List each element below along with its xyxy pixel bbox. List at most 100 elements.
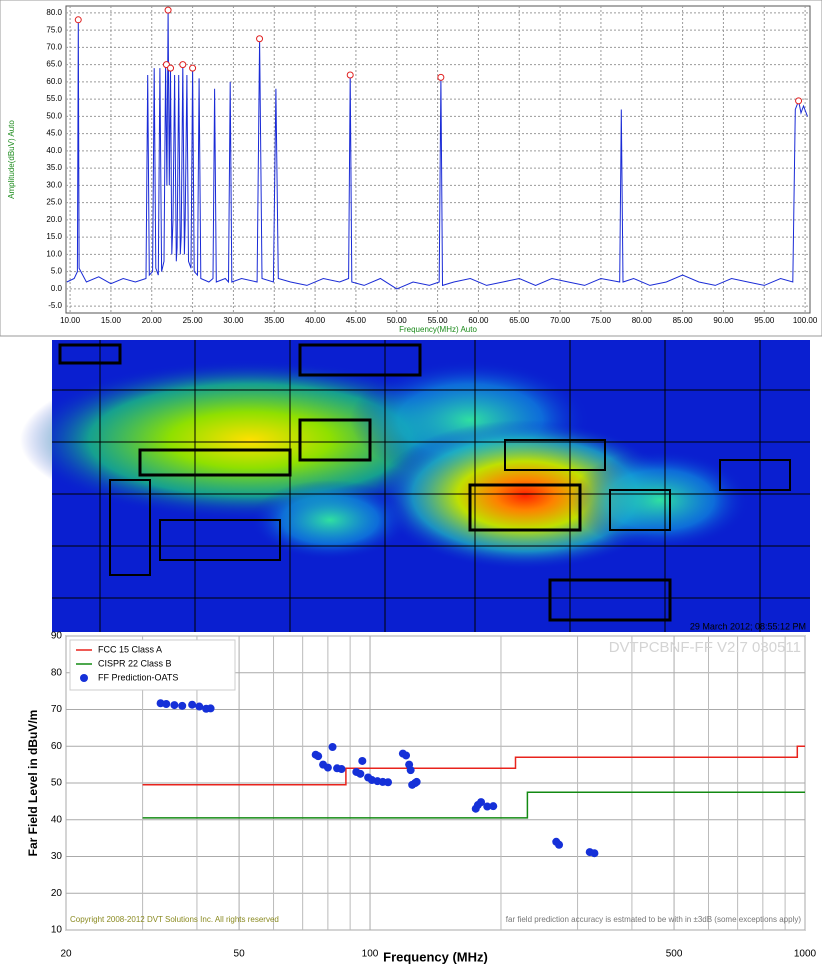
data-point [358,756,367,765]
x-tick-label: 55.00 [428,316,449,325]
data-point [406,766,415,775]
data-line [142,791,805,819]
heatmap: 29 March 2012; 08:55:12 PM [20,340,810,632]
data-point [206,704,215,713]
x-tick-label: 80.00 [632,316,653,325]
x-tick-label: 25.00 [183,316,204,325]
x-tick-label: 50 [234,949,246,960]
y-tick-label: 45.0 [46,129,62,138]
y-tick-label: 60.0 [46,77,62,86]
data-point [346,71,354,79]
x-axis-label: Frequency (MHz) [383,949,488,964]
legend-box [69,639,236,691]
data-point [555,840,564,849]
x-tick-label: 65.00 [509,316,530,325]
y-tick-label: 70.0 [46,43,62,52]
data-point [170,701,179,710]
x-tick-label: 70.00 [550,316,571,325]
y-tick-label: 80.0 [46,8,62,17]
y-tick-label: 75.0 [46,25,62,34]
data-point [328,742,337,751]
x-tick-label: 500 [666,949,683,960]
y-tick-label: 40.0 [46,146,62,155]
data-point [189,64,197,72]
y-tick-label: 10.0 [46,249,62,258]
data-line [66,10,808,290]
y-tick-label: 35.0 [46,163,62,172]
x-tick-label: 15.00 [101,316,122,325]
data-point [74,16,82,24]
y-tick-label: 65.0 [46,60,62,69]
x-tick-label: 75.00 [591,316,612,325]
data-point [162,699,171,708]
y-tick-label: 30.0 [46,180,62,189]
y-tick-label: 30 [51,851,63,862]
x-tick-label: 30.00 [223,316,244,325]
y-tick-label: 0.0 [51,284,63,293]
data-point [590,849,599,858]
y-tick-label: 20 [51,888,63,899]
y-tick-label: 70 [51,704,63,715]
chart-title: DVTPCBNF-FF V2.7 030511 [609,639,801,656]
data-point [256,35,264,43]
legend-label: CISPR 22 Class B [98,658,172,668]
data-point [323,763,332,772]
x-tick-label: 50.00 [387,316,408,325]
accuracy-note: far field prediction accuracy is estmate… [506,915,802,924]
legend-swatch [80,674,88,682]
x-tick-label: 1000 [794,949,817,960]
legend-label: FF Prediction-OATS [98,672,178,682]
x-tick-label: 20.00 [142,316,163,325]
y-tick-label: 40 [51,814,63,825]
y-tick-label: 80 [51,667,63,678]
x-tick-label: 20 [60,949,72,960]
data-point [477,798,486,807]
x-tick-label: 45.00 [346,316,367,325]
data-point [314,752,323,761]
x-tick-label: 90.00 [713,316,734,325]
y-tick-label: 20.0 [46,215,62,224]
data-point [489,802,498,811]
y-tick-label: -5.0 [48,301,62,310]
data-point [412,777,421,786]
data-line [142,745,805,786]
y-axis-label: Amplitude(dBuV) Auto [7,120,16,199]
data-point [179,61,187,69]
x-tick-label: 100.00 [793,316,818,325]
data-point [167,64,175,72]
copyright-note: Copyright 2008-2012 DVT Solutions Inc. A… [70,915,279,924]
data-point [483,802,492,811]
data-point [437,73,445,81]
pcb-outline [52,340,810,632]
x-tick-label: 10.00 [60,316,81,325]
y-tick-label: 55.0 [46,94,62,103]
data-point [337,765,346,774]
x-tick-label: 100 [362,949,379,960]
y-tick-label: 50 [51,778,63,789]
y-tick-label: 50.0 [46,111,62,120]
data-point [195,702,204,711]
x-tick-label: 35.00 [264,316,285,325]
heat-blob [570,450,750,550]
data-point [178,701,187,710]
data-point [164,6,172,14]
data-point [188,700,197,709]
x-tick-label: 60.00 [468,316,489,325]
y-tick-label: 25.0 [46,198,62,207]
y-tick-label: 60 [51,741,63,752]
data-point [384,778,393,787]
legend-label: FCC 15 Class A [98,644,162,654]
x-tick-label: 40.00 [305,316,326,325]
data-point [795,97,803,105]
y-axis-label: Far Field Level in dBuV/m [26,710,40,857]
y-tick-label: 5.0 [51,267,63,276]
timestamp: 29 March 2012; 08:55:12 PM [690,621,806,631]
data-point [402,751,411,760]
data-point [356,769,365,778]
x-tick-label: 95.00 [754,316,775,325]
y-tick-label: 15.0 [46,232,62,241]
x-axis-label: Frequency(MHz) Auto [399,325,477,334]
y-tick-label: 10 [51,925,63,936]
y-tick-label: 90 [51,631,63,642]
